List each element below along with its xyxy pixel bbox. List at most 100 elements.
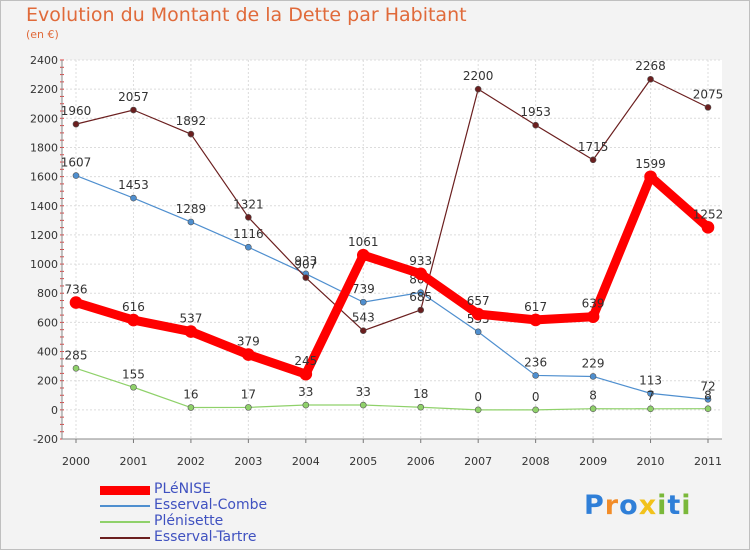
data-label-esserval-tartre-2005: 543 (352, 311, 375, 325)
point-esserval-tartre-2009 (589, 156, 597, 164)
point-pl-nisette-2006 (417, 403, 425, 411)
x-tick-label-2006: 2006 (407, 455, 435, 468)
y-tick-label-2400: 2400 (30, 54, 58, 67)
legend-swatch-pl-nisette (100, 521, 150, 523)
data-label-pl-nise-2000: 736 (65, 283, 88, 297)
data-label-pl-nise-2004: 245 (294, 354, 317, 368)
point-esserval-combe-2000 (72, 172, 80, 179)
point-esserval-combe-2011 (704, 396, 712, 403)
point-esserval-combe-2010 (647, 390, 654, 397)
series-line-esserval-combe (75, 174, 709, 400)
point-pl-nise-2009 (586, 310, 600, 323)
point-pl-nise-2004 (299, 367, 313, 381)
x-tick-label-2010: 2010 (637, 455, 665, 468)
y-tick-label-1000: 1000 (30, 258, 58, 271)
x-tick-label-2005: 2005 (349, 455, 377, 468)
data-label-pl-nisette-2003: 17 (241, 387, 256, 401)
y-tick-label-1800: 1800 (30, 141, 58, 154)
data-label-pl-nisette-2010: 7 (647, 389, 655, 403)
data-label-pl-nisette-2004: 33 (298, 385, 313, 399)
logo-letter: r (604, 490, 620, 521)
logo-letter: x (638, 490, 658, 521)
point-pl-nisette-2002 (187, 404, 195, 411)
data-label-esserval-combe-2000: 1607 (61, 156, 92, 170)
logo-letter: P (584, 490, 605, 521)
data-label-pl-nise-2002: 537 (179, 312, 202, 326)
point-esserval-tartre-2006 (417, 306, 425, 314)
data-label-pl-nise-2008: 617 (524, 300, 547, 314)
x-tick-label-2003: 2003 (234, 455, 262, 468)
x-tick-label-2001: 2001 (119, 455, 147, 468)
legend-label-esserval-combe: Esserval-Combe (154, 497, 268, 513)
point-pl-nise-2008 (529, 313, 542, 327)
legend-swatch-esserval-combe (100, 505, 150, 507)
point-pl-nisette-2001 (130, 383, 137, 391)
y-tick-label-1600: 1600 (30, 171, 58, 184)
legend-label-esserval-tartre: Esserval-Tartre (154, 529, 257, 545)
point-esserval-tartre-2010 (647, 75, 654, 83)
data-label-pl-nise-2006: 933 (409, 254, 432, 268)
point-pl-nise-2006 (414, 267, 428, 281)
plot-area (62, 60, 722, 439)
data-label-esserval-combe-2003: 1116 (233, 227, 264, 241)
data-label-esserval-tartre-2002: 1892 (176, 114, 207, 128)
point-pl-nise-2005 (356, 248, 370, 262)
point-esserval-tartre-2007 (474, 85, 482, 93)
series-line-pl-nisette (75, 367, 709, 411)
point-esserval-combe-2009 (589, 373, 597, 380)
x-tick-label-2011: 2011 (694, 455, 722, 468)
data-label-pl-nisette-2008: 0 (532, 390, 540, 404)
point-esserval-tartre-2002 (187, 130, 195, 138)
point-pl-nisette-2000 (72, 365, 80, 372)
point-esserval-combe-2008 (532, 372, 539, 379)
logo-letter: i (657, 490, 668, 521)
data-label-esserval-tartre-2001: 2057 (118, 90, 149, 104)
data-label-esserval-combe-2011: 72 (700, 379, 715, 393)
point-pl-nisette-2011 (704, 405, 712, 412)
data-label-pl-nisette-2005: 33 (356, 385, 371, 399)
logo-letter: i (681, 490, 692, 521)
point-esserval-tartre-2000 (72, 120, 80, 128)
y-tick-label-200: 200 (37, 375, 58, 388)
chart-title: Evolution du Montant de la Dette par Hab… (26, 4, 467, 26)
logo-letter: o (619, 490, 639, 521)
point-pl-nise-2011 (701, 221, 715, 234)
data-label-pl-nise-2009: 639 (582, 297, 605, 311)
data-label-esserval-tartre-2006: 685 (409, 290, 432, 304)
x-tick-label-2002: 2002 (177, 455, 205, 468)
y-tick-label-2200: 2200 (30, 83, 58, 96)
legend-swatch-pl-nise (100, 485, 150, 495)
point-esserval-combe-2002 (187, 218, 195, 226)
data-label-esserval-tartre-2010: 2268 (635, 59, 666, 73)
data-label-pl-nisette-2011: 8 (704, 389, 712, 403)
data-label-esserval-tartre-2007: 2200 (463, 69, 494, 83)
data-label-pl-nise-2001: 616 (122, 300, 145, 314)
point-esserval-combe-2006 (417, 289, 425, 296)
y-tick-label-800: 800 (37, 287, 58, 300)
point-pl-nisette-2009 (589, 405, 597, 412)
point-pl-nisette-2003 (245, 404, 252, 411)
legend-label-pl-nise: PLéNISE (154, 481, 211, 497)
data-label-pl-nise-2007: 657 (467, 294, 490, 308)
point-esserval-tartre-2011 (704, 104, 712, 111)
y-tick-label-600: 600 (37, 316, 58, 329)
data-label-esserval-combe-2005: 739 (352, 282, 375, 296)
legend-label-pl-nisette: Plénisette (154, 513, 224, 529)
y-tick-label-1400: 1400 (30, 200, 58, 213)
point-pl-nise-2003 (242, 348, 255, 361)
point-pl-nisette-2007 (474, 406, 482, 414)
point-esserval-combe-2003 (245, 243, 252, 251)
data-label-esserval-combe-2010: 113 (639, 373, 662, 387)
data-label-pl-nise-2003: 379 (237, 335, 260, 349)
x-tick-label-2004: 2004 (292, 455, 320, 468)
data-label-esserval-combe-2004: 933 (294, 254, 317, 268)
data-label-pl-nise-2010: 1599 (635, 157, 666, 171)
data-label-esserval-combe-2001: 1453 (118, 178, 149, 192)
point-esserval-combe-2005 (359, 298, 367, 306)
data-label-esserval-tartre-2003: 1321 (233, 197, 264, 211)
logo-letter: t (667, 490, 682, 521)
data-label-esserval-combe-2008: 236 (524, 355, 547, 369)
point-pl-nise-2001 (127, 313, 140, 327)
y-tick-label-400: 400 (37, 346, 58, 359)
